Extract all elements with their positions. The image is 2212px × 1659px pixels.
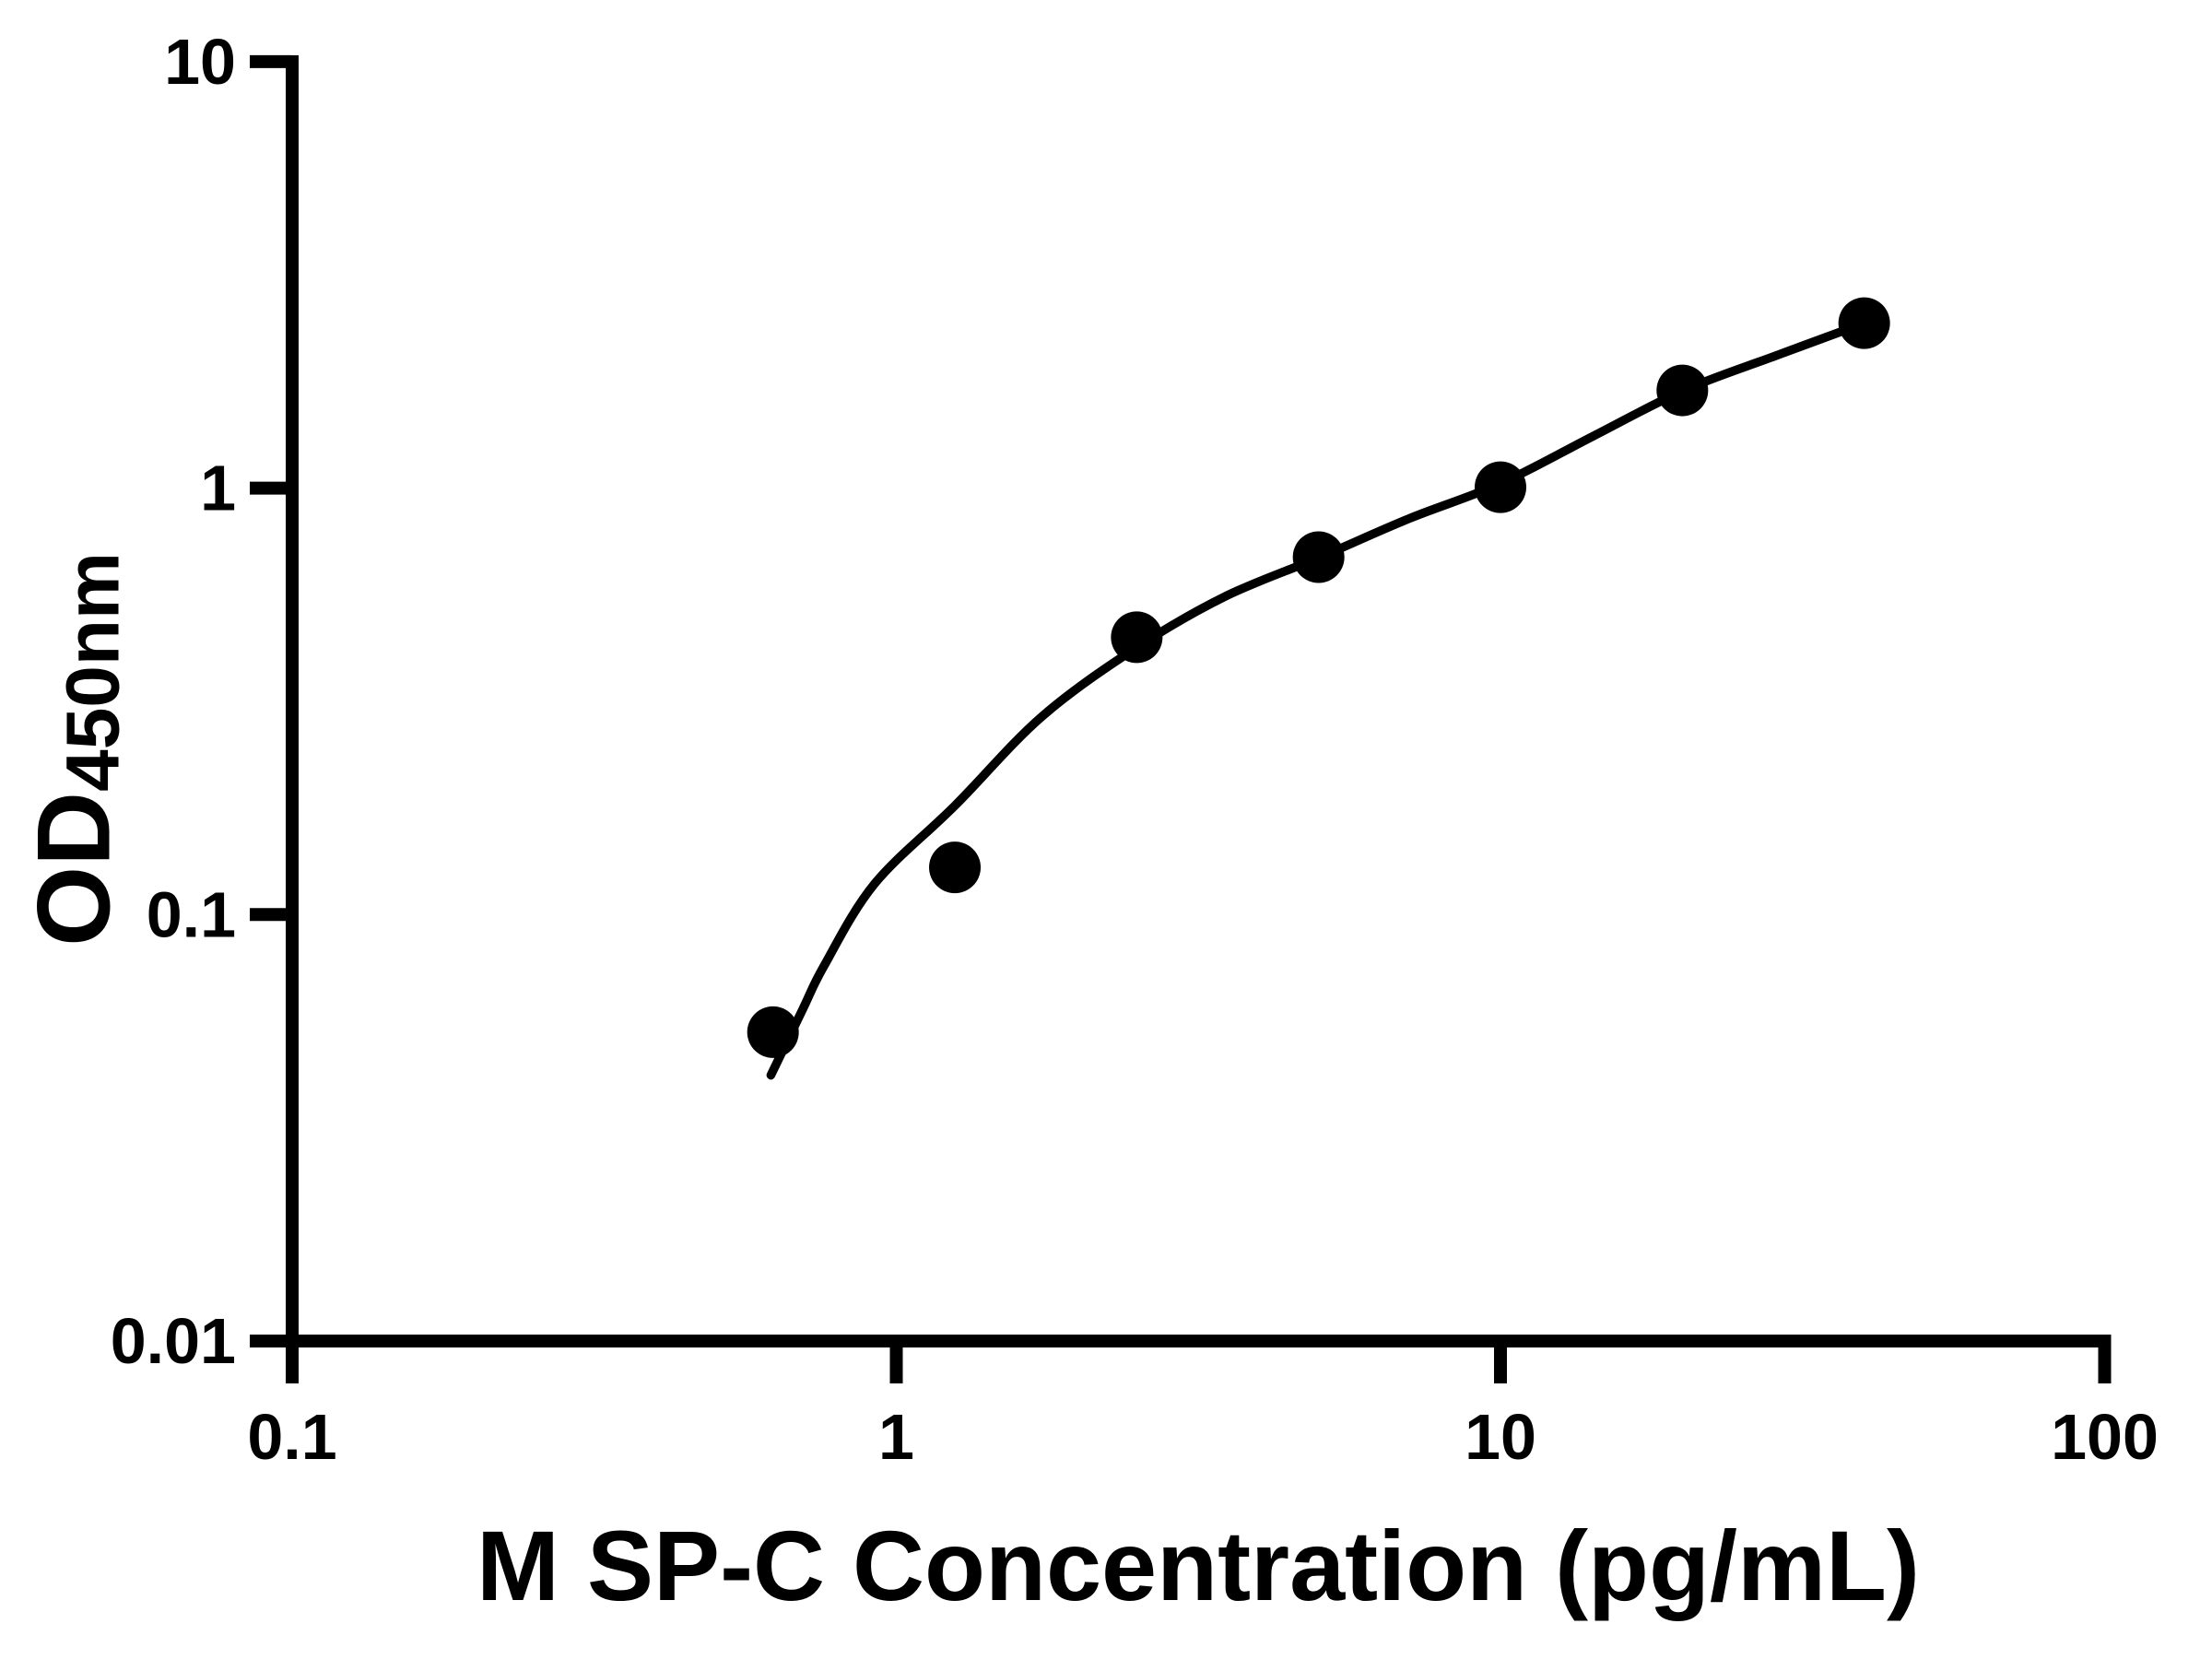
x-tick-label: 100 xyxy=(2051,1401,2159,1473)
y-tick-label: 0.1 xyxy=(147,878,236,950)
data-point xyxy=(1656,364,1709,417)
x-tick-label: 0.1 xyxy=(247,1401,336,1473)
y-axis-title: OD450nm xyxy=(15,552,137,947)
x-tick-label: 10 xyxy=(1465,1401,1536,1473)
data-point xyxy=(1292,531,1345,583)
fit-curve xyxy=(766,318,1869,1080)
x-axis-title: M SP-C Concentration (pg/mL) xyxy=(477,1510,1920,1621)
data-point xyxy=(1111,611,1163,664)
data-point xyxy=(1475,461,1526,513)
y-tick-label: 1 xyxy=(200,453,236,524)
y-tick-label: 10 xyxy=(164,26,236,98)
y-axis-title-text: OD xyxy=(16,791,132,947)
data-point xyxy=(1838,297,1890,349)
y-tick-label: 0.01 xyxy=(111,1305,236,1377)
data-point xyxy=(747,1006,799,1058)
x-tick-label: 1 xyxy=(878,1401,914,1473)
y-axis-title-subscript: 450nm xyxy=(51,552,135,792)
data-point xyxy=(929,841,982,894)
